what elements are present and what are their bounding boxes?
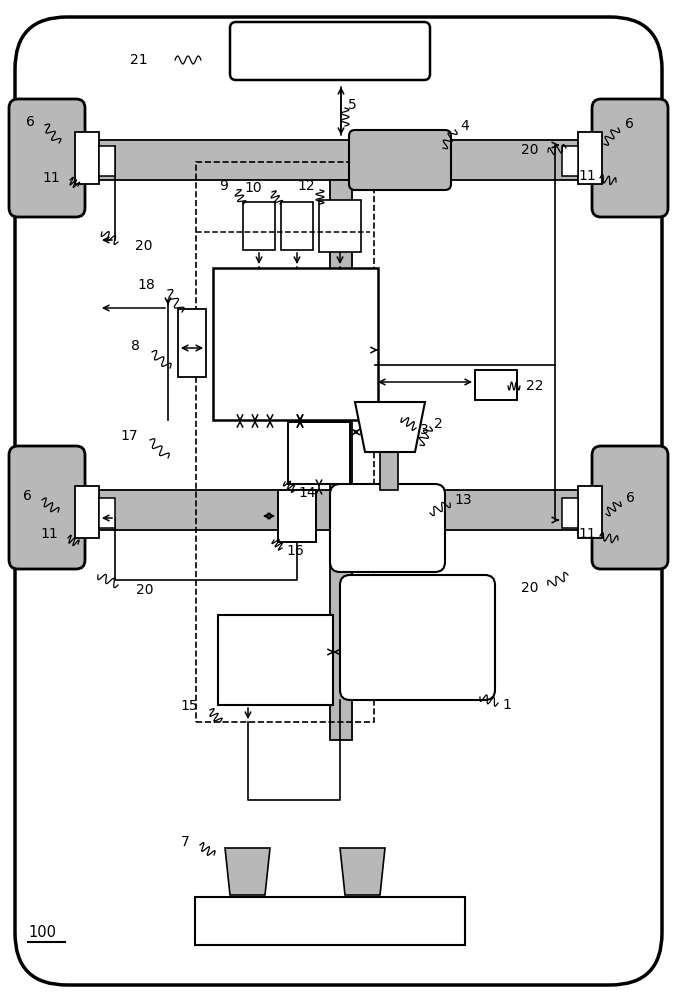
Bar xyxy=(562,146,578,176)
Bar xyxy=(218,615,333,705)
Bar xyxy=(475,370,517,400)
Text: 6: 6 xyxy=(23,489,32,503)
FancyBboxPatch shape xyxy=(592,99,668,217)
Text: 1: 1 xyxy=(502,698,511,712)
Text: 14: 14 xyxy=(298,486,315,500)
FancyBboxPatch shape xyxy=(230,22,430,80)
Bar xyxy=(99,146,115,176)
Bar xyxy=(281,202,313,250)
Bar xyxy=(75,490,602,530)
Bar xyxy=(330,530,352,740)
Text: 11: 11 xyxy=(578,169,596,183)
Bar xyxy=(213,268,378,420)
Bar xyxy=(75,132,99,184)
Bar xyxy=(380,450,398,490)
Polygon shape xyxy=(355,402,425,452)
Bar xyxy=(278,490,316,542)
Text: 17: 17 xyxy=(121,429,138,443)
Text: 6: 6 xyxy=(625,117,634,131)
Text: 100: 100 xyxy=(28,925,56,940)
Text: 3: 3 xyxy=(420,423,429,437)
Bar xyxy=(578,486,602,538)
Bar xyxy=(288,422,350,484)
Bar xyxy=(178,309,206,377)
Text: 5: 5 xyxy=(348,98,357,112)
Text: 20: 20 xyxy=(521,143,538,157)
Text: 11: 11 xyxy=(42,171,60,185)
Bar xyxy=(330,180,352,490)
Bar xyxy=(319,200,361,252)
FancyBboxPatch shape xyxy=(592,446,668,569)
Bar xyxy=(195,897,465,945)
Polygon shape xyxy=(340,848,385,895)
Bar xyxy=(243,202,275,250)
Text: 22: 22 xyxy=(526,379,544,393)
Text: 7: 7 xyxy=(181,835,190,849)
Text: 10: 10 xyxy=(244,181,262,195)
FancyBboxPatch shape xyxy=(9,99,85,217)
FancyBboxPatch shape xyxy=(340,575,495,700)
Text: 15: 15 xyxy=(180,699,198,713)
FancyBboxPatch shape xyxy=(330,484,445,572)
Text: 20: 20 xyxy=(136,583,154,597)
Text: 6: 6 xyxy=(26,115,35,129)
Text: 4: 4 xyxy=(460,119,468,133)
Text: 18: 18 xyxy=(137,278,155,292)
FancyBboxPatch shape xyxy=(9,446,85,569)
Polygon shape xyxy=(225,848,270,895)
Bar xyxy=(99,498,115,528)
Text: 21: 21 xyxy=(131,53,148,67)
Bar xyxy=(75,140,602,180)
Text: 20: 20 xyxy=(521,581,538,595)
Bar xyxy=(196,162,374,722)
Text: 20: 20 xyxy=(135,239,152,253)
Text: 11: 11 xyxy=(578,527,596,541)
Bar xyxy=(578,132,602,184)
Bar xyxy=(562,498,578,528)
Text: 12: 12 xyxy=(297,179,315,193)
FancyBboxPatch shape xyxy=(15,17,662,985)
Bar xyxy=(75,486,99,538)
Text: 16: 16 xyxy=(286,544,304,558)
Text: 11: 11 xyxy=(40,527,58,541)
Text: 2: 2 xyxy=(434,417,443,431)
Text: 13: 13 xyxy=(454,493,472,507)
Text: 9: 9 xyxy=(219,179,228,193)
Text: 8: 8 xyxy=(131,339,140,353)
FancyBboxPatch shape xyxy=(349,130,451,190)
Text: 6: 6 xyxy=(626,491,635,505)
